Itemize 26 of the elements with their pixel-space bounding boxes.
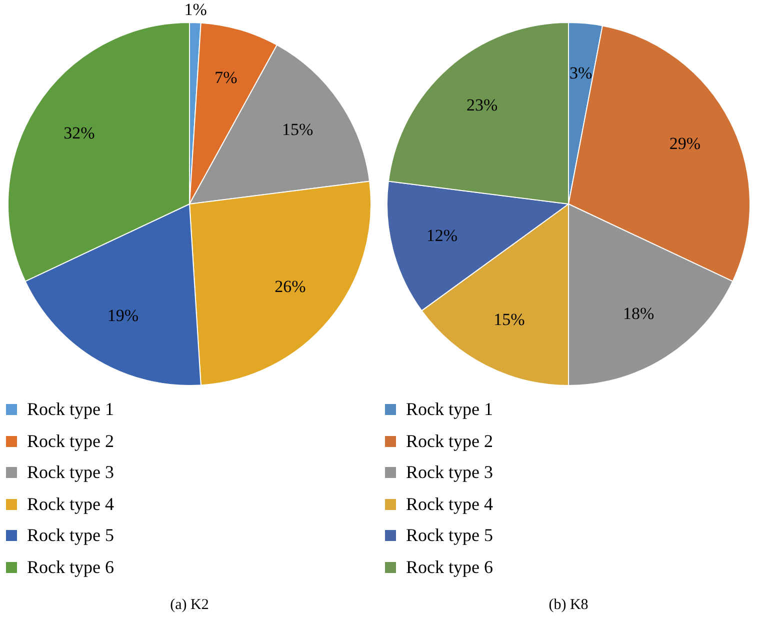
- legend-label: Rock type 2: [406, 430, 493, 452]
- data-label: 18%: [622, 304, 654, 323]
- legend-label: Rock type 3: [27, 462, 114, 484]
- data-label: 26%: [274, 276, 306, 296]
- legend-label: Rock type 6: [406, 556, 493, 578]
- legend-label: Rock type 3: [406, 462, 493, 484]
- text: (a) K2: [169, 597, 210, 614]
- data-label: 7%: [214, 68, 238, 87]
- legend-label: Rock type 2: [27, 430, 114, 452]
- data-label: 1%: [184, 0, 207, 20]
- legend-label: Rock type 4: [406, 494, 493, 515]
- legend-label: Rock type 1: [406, 399, 493, 420]
- legend-label: Rock type 5: [27, 525, 114, 546]
- data-label: 19%: [107, 306, 139, 325]
- legend-label: Rock type 6: [27, 556, 114, 578]
- data-label: 32%: [64, 123, 95, 142]
- legend-label: Rock type 4: [27, 494, 114, 515]
- legend-label: Rock type 5: [406, 525, 493, 546]
- data-label: 29%: [669, 134, 701, 154]
- data-label: 23%: [466, 95, 498, 114]
- data-label: 15%: [494, 310, 525, 329]
- data-label: 15%: [282, 120, 314, 140]
- data-label: 12%: [426, 226, 458, 245]
- data-label: 3%: [569, 63, 592, 82]
- text: (b) K8: [548, 597, 590, 614]
- legend-label: Rock type 1: [27, 399, 114, 420]
